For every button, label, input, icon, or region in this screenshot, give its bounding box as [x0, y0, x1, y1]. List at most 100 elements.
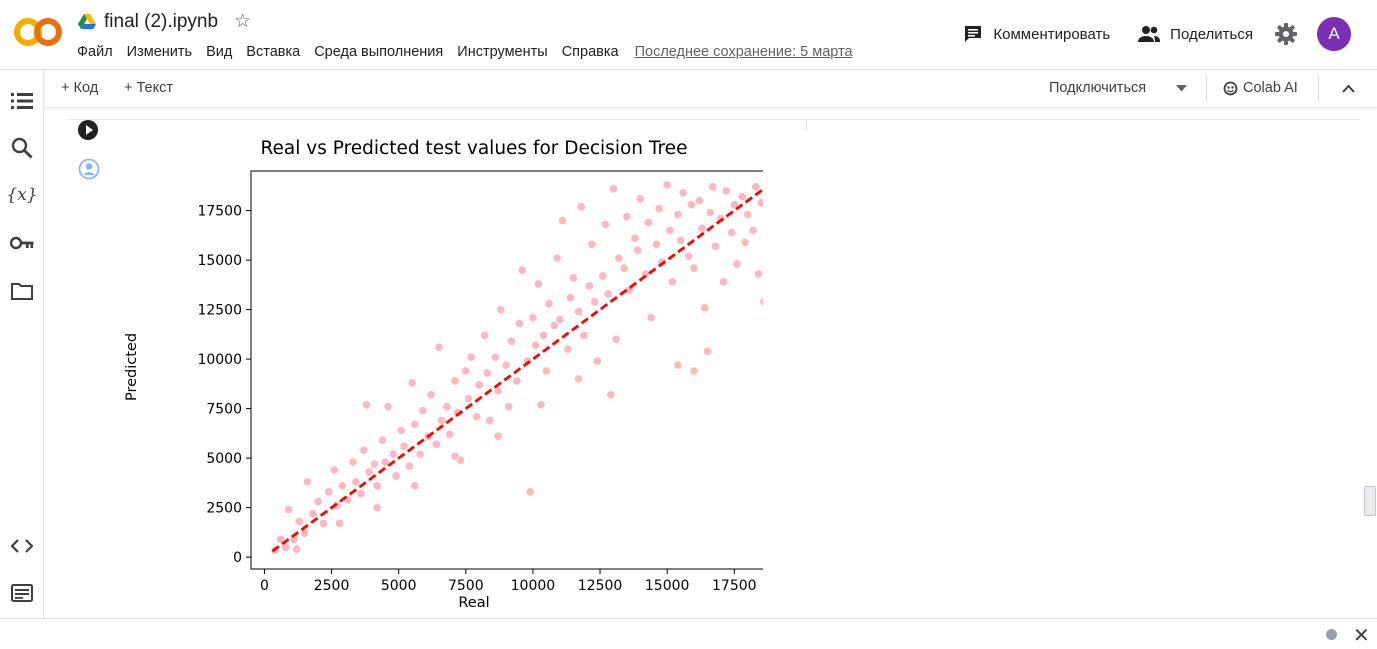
data-point — [461, 366, 471, 376]
data-point — [710, 241, 721, 251]
connect-dropdown-caret-icon[interactable] — [1176, 85, 1187, 92]
data-point — [633, 245, 643, 255]
data-point — [587, 239, 597, 249]
notebook-content: Real vs Predicted test values for Decisi… — [45, 109, 1360, 618]
data-point — [431, 439, 441, 449]
menu-file[interactable]: Файл — [77, 44, 113, 60]
data-point — [493, 386, 503, 396]
google-drive-icon — [78, 13, 96, 29]
x-tick-label: 0 — [260, 578, 269, 594]
data-point — [517, 265, 527, 275]
data-point — [463, 394, 474, 404]
data-point — [292, 544, 302, 554]
data-point — [471, 411, 482, 422]
data-point — [606, 390, 616, 400]
star-icon[interactable]: ☆ — [234, 11, 252, 32]
reference-line — [271, 187, 763, 553]
data-point — [348, 457, 358, 467]
data-point — [482, 368, 492, 378]
search-icon[interactable] — [10, 136, 34, 160]
y-tick-label: 7500 — [206, 402, 242, 418]
data-point — [308, 508, 318, 519]
user-account-icon — [78, 158, 100, 180]
menu-insert[interactable]: Вставка — [246, 44, 301, 60]
data-point — [590, 297, 600, 307]
close-icon[interactable]: ✕ — [1353, 625, 1370, 647]
notebook-title[interactable]: final (2).ipynb — [104, 10, 219, 32]
menu-help[interactable]: Справка — [561, 44, 619, 60]
status-bar: ✕ — [0, 618, 1377, 649]
add-text-button[interactable]: + Текст — [124, 80, 174, 96]
data-point — [281, 542, 291, 552]
runtime-status-indicator[interactable] — [1326, 629, 1337, 640]
data-point — [694, 196, 704, 206]
variables-icon[interactable]: {𝑥} — [6, 185, 38, 205]
data-point — [727, 227, 737, 237]
data-point — [753, 269, 763, 279]
data-point — [718, 277, 729, 287]
code-snippets-icon[interactable] — [10, 534, 34, 558]
data-point — [388, 449, 398, 459]
menu-view[interactable]: Вид — [206, 44, 233, 60]
connect-button[interactable]: Подключиться — [1049, 80, 1147, 96]
share-button[interactable]: Поделиться — [1138, 25, 1253, 43]
user-avatar[interactable]: A — [1317, 17, 1351, 51]
toc-icon[interactable] — [10, 89, 34, 113]
terminal-icon[interactable] — [10, 581, 34, 605]
data-point — [275, 534, 286, 544]
data-point — [399, 441, 409, 451]
y-tick-label: 10000 — [197, 352, 242, 368]
last-saved-link[interactable]: Последнее сохранение: 5 марта — [634, 44, 853, 60]
colab-ai-button[interactable]: Colab AI — [1243, 80, 1298, 96]
comment-icon — [965, 26, 982, 42]
data-point — [329, 465, 339, 475]
data-point — [598, 271, 608, 281]
data-point — [635, 194, 645, 204]
colab-logo[interactable] — [14, 16, 62, 48]
settings-gear-icon[interactable] — [1275, 23, 1297, 45]
data-point — [479, 330, 490, 340]
menu-runtime[interactable]: Среда выполнения — [314, 44, 444, 60]
data-point — [294, 516, 304, 527]
data-point — [496, 305, 506, 315]
data-point — [646, 312, 656, 323]
data-point — [759, 297, 763, 307]
y-tick-label: 5000 — [206, 451, 242, 467]
add-code-button[interactable]: + Код — [61, 80, 99, 96]
chart-title: Real vs Predicted test values for Decisi… — [261, 138, 688, 159]
data-point — [651, 239, 662, 249]
data-point — [614, 253, 624, 263]
secrets-key-icon[interactable] — [10, 231, 34, 255]
data-point — [654, 204, 664, 214]
data-point — [434, 342, 444, 352]
data-point — [324, 487, 334, 497]
data-point — [426, 390, 436, 400]
data-point — [705, 207, 715, 218]
folder-icon[interactable] — [10, 279, 34, 303]
x-tick-label: 5000 — [381, 578, 417, 594]
menu-edit[interactable]: Изменить — [126, 44, 193, 60]
plot-frame — [250, 170, 763, 570]
data-point — [418, 405, 428, 416]
data-point — [404, 461, 415, 471]
data-point — [552, 253, 562, 263]
data-point — [689, 366, 699, 376]
output-cell — [67, 119, 1360, 618]
data-point — [608, 184, 619, 194]
data-point — [391, 471, 401, 481]
data-point — [474, 380, 484, 390]
data-point — [335, 518, 345, 529]
comment-button[interactable]: Комментировать — [963, 24, 1110, 44]
data-point — [700, 303, 710, 313]
notebook-toolbar: + Код + Текст Подключиться Colab AI — [45, 70, 1377, 108]
data-point — [630, 233, 640, 243]
collapse-chevron-up-icon[interactable] — [1342, 84, 1355, 93]
data-point — [318, 518, 329, 529]
menu-tools[interactable]: Инструменты — [457, 44, 548, 60]
toolbar-divider — [1318, 76, 1319, 102]
vertical-scrollbar[interactable] — [1364, 486, 1376, 516]
data-point — [600, 219, 611, 230]
run-cell-button[interactable] — [78, 120, 98, 140]
y-tick-label: 0 — [233, 550, 242, 566]
data-point — [383, 402, 393, 412]
